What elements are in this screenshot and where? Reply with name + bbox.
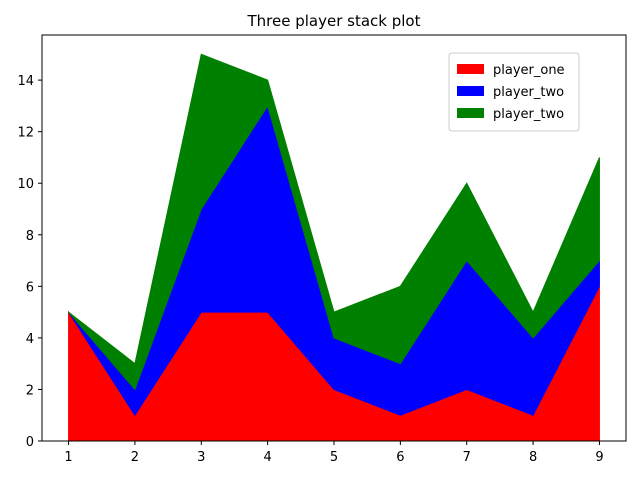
x-tick-label: 1: [64, 450, 72, 465]
legend-label: player_two: [493, 85, 564, 100]
legend-label: player_two: [493, 107, 564, 122]
x-tick-label: 2: [131, 450, 139, 465]
legend-label: player_one: [493, 63, 565, 78]
y-tick-label: 0: [26, 435, 34, 450]
x-tick-label: 7: [463, 450, 471, 465]
y-tick-label: 12: [17, 126, 34, 141]
x-tick-label: 3: [197, 450, 205, 465]
x-tick-label: 5: [330, 450, 338, 465]
chart-title: Three player stack plot: [247, 12, 421, 30]
y-tick-label: 2: [26, 383, 34, 398]
y-tick-label: 8: [26, 229, 34, 244]
area-series-3: [68, 53, 600, 391]
legend-swatch: [457, 86, 484, 96]
x-tick-label: 9: [595, 450, 603, 465]
y-tick-label: 14: [17, 74, 34, 89]
y-tick-label: 10: [17, 177, 34, 192]
x-tick-label: 8: [529, 450, 537, 465]
x-tick-label: 4: [263, 450, 271, 465]
x-tick-label: 6: [396, 450, 404, 465]
legend: player_one player_two player_two: [448, 52, 580, 132]
y-tick-label: 4: [26, 332, 34, 347]
y-tick-label: 6: [26, 280, 34, 295]
legend-swatch: [457, 108, 484, 118]
legend-swatch: [457, 64, 484, 74]
